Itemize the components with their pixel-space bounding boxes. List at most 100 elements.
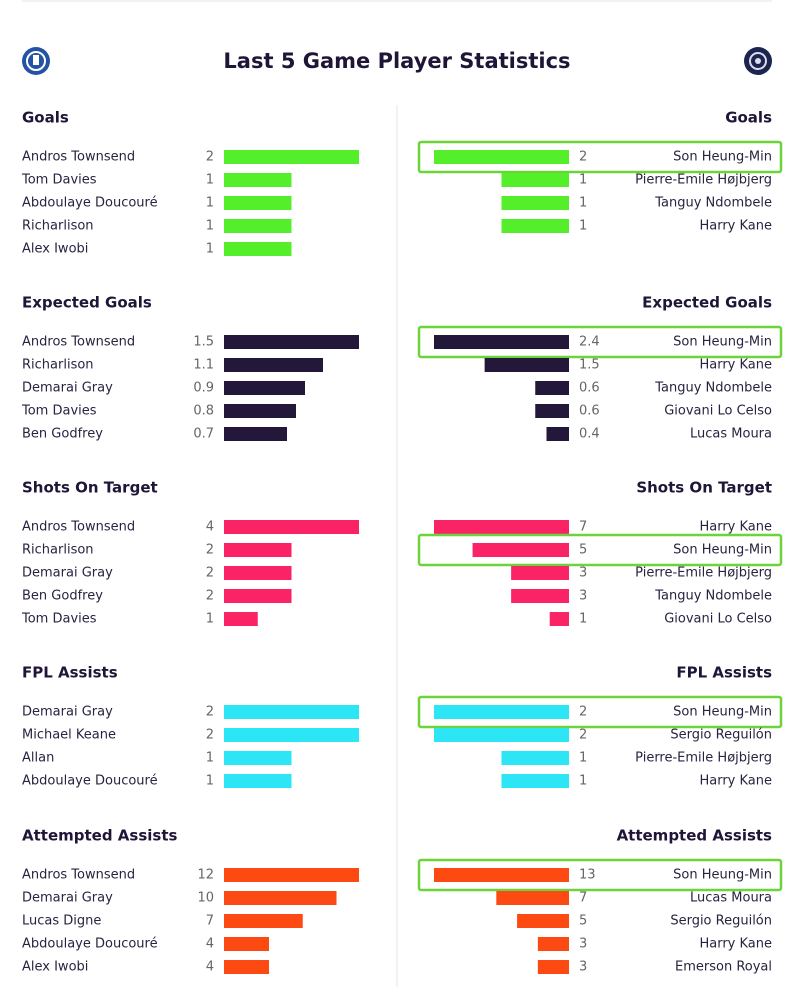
stat-value: 7 [206, 914, 214, 929]
player-name: Demarai Gray [22, 566, 113, 581]
stat-value: 7 [579, 891, 587, 906]
player-name: Sergio Reguilón [670, 914, 772, 929]
stat-value: 4 [206, 937, 214, 952]
bar [224, 358, 323, 372]
stat-value: 5 [579, 543, 587, 558]
bar [224, 427, 287, 441]
stat-value: 2 [579, 150, 587, 165]
bar [501, 219, 569, 233]
player-name: Abdoulaye Doucouré [22, 937, 158, 952]
player-name: Michael Keane [22, 728, 116, 743]
stat-value: 1 [206, 751, 214, 766]
player-name: Pierre-Emile Højbjerg [635, 173, 772, 188]
bar [224, 891, 337, 905]
stat-value: 2 [206, 589, 214, 604]
stat-value: 3 [579, 960, 587, 975]
player-name: Pierre-Emile Højbjerg [635, 751, 772, 766]
bar [511, 566, 569, 580]
player-name: Pierre-Emile Højbjerg [635, 566, 772, 581]
player-name: Abdoulaye Doucouré [22, 196, 158, 211]
player-name: Harry Kane [699, 774, 772, 789]
stat-value: 1.1 [193, 358, 214, 373]
player-name: Alex Iwobi [22, 960, 88, 975]
highlight-box [417, 325, 783, 359]
bar [501, 173, 569, 187]
player-name: Demarai Gray [22, 891, 113, 906]
stat-value: 7 [579, 520, 587, 535]
stat-value: 2 [206, 150, 214, 165]
player-name: Lucas Digne [22, 914, 101, 929]
player-name: Tanguy Ndombele [654, 196, 772, 211]
player-name: Andros Townsend [22, 150, 135, 165]
bar [537, 960, 569, 974]
bar [224, 404, 296, 418]
player-name: Andros Townsend [22, 520, 135, 535]
bar [224, 960, 269, 974]
bar [434, 728, 569, 742]
player-name: Lucas Moura [690, 427, 772, 442]
bar [224, 150, 359, 164]
player-name: Tom Davies [21, 173, 97, 188]
section-title: Expected Goals [642, 294, 772, 312]
bar [224, 612, 258, 626]
bar [434, 868, 569, 882]
bar [224, 751, 292, 765]
bar [511, 589, 569, 603]
away-logo [744, 47, 772, 75]
stat-value: 3 [579, 589, 587, 604]
player-name: Abdoulaye Doucouré [22, 774, 158, 789]
bar [224, 381, 305, 395]
bar [501, 774, 569, 788]
player-name: Sergio Reguilón [670, 728, 772, 743]
bar [224, 705, 359, 719]
stat-value: 0.7 [193, 427, 214, 442]
bar [496, 891, 569, 905]
highlight-box [417, 695, 783, 729]
player-name: Richarlison [22, 543, 94, 558]
bar [434, 705, 569, 719]
player-name: Son Heung-Min [673, 335, 772, 350]
player-name: Andros Townsend [22, 335, 135, 350]
stat-value: 0.8 [193, 404, 214, 419]
bar [224, 728, 359, 742]
bar [224, 543, 292, 557]
stat-value: 1 [579, 751, 587, 766]
stat-value: 13 [579, 868, 596, 883]
stat-value: 1 [206, 196, 214, 211]
player-name: Ben Godfrey [22, 427, 103, 442]
player-name: Son Heung-Min [673, 543, 772, 558]
highlight-box [417, 858, 783, 892]
bar [501, 196, 569, 210]
stat-value: 0.4 [579, 427, 600, 442]
bar [224, 589, 292, 603]
player-name: Harry Kane [699, 219, 772, 234]
bar [224, 774, 292, 788]
bar [535, 404, 569, 418]
player-name: Harry Kane [699, 358, 772, 373]
player-name: Giovani Lo Celso [664, 612, 772, 627]
page-title: Last 5 Game Player Statistics [223, 49, 570, 73]
bar [434, 150, 569, 164]
stat-value: 1 [206, 242, 214, 257]
stat-value: 1 [579, 774, 587, 789]
stat-value: 2 [206, 566, 214, 581]
bar [224, 242, 292, 256]
bar [501, 751, 569, 765]
bar [549, 612, 569, 626]
section-title: FPL Assists [22, 664, 118, 682]
stat-value: 0.6 [579, 404, 600, 419]
section-title: Expected Goals [22, 294, 152, 312]
bar [224, 335, 359, 349]
bar [537, 937, 569, 951]
stat-value: 1.5 [579, 358, 600, 373]
bar [224, 173, 292, 187]
player-name: Giovani Lo Celso [664, 404, 772, 419]
player-name: Tom Davies [21, 612, 97, 627]
section-title: Goals [22, 109, 69, 127]
section-title: Attempted Assists [22, 827, 177, 845]
stat-value: 1 [206, 774, 214, 789]
stat-value: 0.9 [193, 381, 214, 396]
player-name: Tom Davies [21, 404, 97, 419]
stat-value: 2 [579, 705, 587, 720]
player-name: Richarlison [22, 219, 94, 234]
